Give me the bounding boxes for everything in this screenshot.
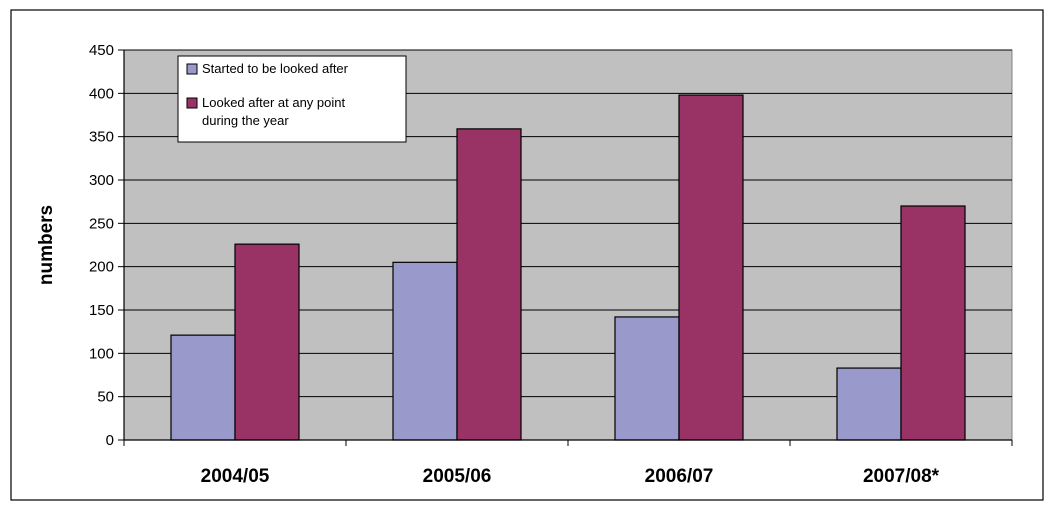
legend-label: Started to be looked after bbox=[202, 61, 349, 76]
legend-box bbox=[177, 55, 407, 143]
bar-looked-after-0 bbox=[234, 243, 300, 441]
y-tick-label: 200 bbox=[89, 259, 114, 276]
x-category-label: 2006/07 bbox=[645, 466, 714, 487]
legend: Started to be looked after Looked after a… bbox=[177, 55, 407, 143]
x-category-label: 2004/05 bbox=[201, 466, 270, 487]
y-tick-label: 250 bbox=[89, 215, 114, 232]
x-category-label: 2007/08* bbox=[863, 466, 940, 487]
y-tick-label: 450 bbox=[89, 42, 114, 59]
y-tick-labels: 0 50 100 150 200 250 300 350 400 450 bbox=[89, 42, 114, 449]
y-tick-label: 50 bbox=[97, 389, 114, 406]
legend-swatch bbox=[186, 63, 198, 75]
bar-looked-after-1 bbox=[456, 128, 522, 441]
legend-label: Looked after at any point bbox=[202, 95, 345, 110]
y-tick-label: 0 bbox=[106, 432, 114, 449]
bar-started-0 bbox=[170, 334, 236, 441]
x-category-labels: 2004/05 2005/06 2006/07 2007/08* bbox=[201, 466, 940, 487]
y-tick-label: 350 bbox=[89, 129, 114, 146]
bars bbox=[170, 94, 966, 441]
bar-started-2 bbox=[614, 316, 680, 441]
bar-started-1 bbox=[392, 261, 458, 441]
y-tick-label: 100 bbox=[89, 345, 114, 362]
bar-looked-after-2 bbox=[678, 94, 744, 441]
y-tick-label: 150 bbox=[89, 302, 114, 319]
y-tick-label: 300 bbox=[89, 172, 114, 189]
legend-label: during the year bbox=[202, 113, 289, 128]
y-tick-label: 400 bbox=[89, 85, 114, 102]
bar-looked-after-3 bbox=[900, 205, 966, 441]
y-axis-title: numbers bbox=[36, 205, 57, 285]
axes bbox=[118, 49, 1013, 446]
legend-swatch bbox=[186, 97, 198, 109]
bar-started-3 bbox=[836, 367, 902, 441]
x-category-label: 2005/06 bbox=[423, 466, 492, 487]
